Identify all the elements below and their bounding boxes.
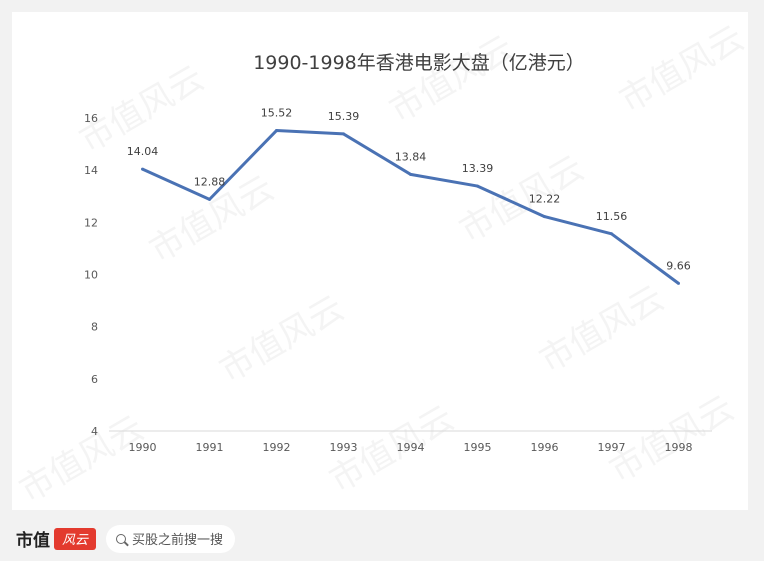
data-point — [409, 172, 412, 176]
x-tick-label: 1991 — [196, 441, 224, 454]
x-tick-label: 1996 — [531, 441, 559, 454]
y-tick-label: 10 — [84, 269, 98, 282]
data-label: 13.84 — [395, 150, 427, 163]
y-tick-label: 12 — [84, 216, 98, 229]
data-labels: 14.04 12.88 15.52 15.39 13.84 13.39 12.22 11.56… — [127, 107, 691, 273]
chart-card: 市值风云 市值风云 市值风云 市值风云 市值风云 市值风云 市值风云 市值风云 … — [12, 12, 751, 511]
y-tick-label: 8 — [91, 321, 98, 334]
search-icon — [116, 533, 126, 544]
data-points — [141, 129, 680, 285]
data-point — [275, 129, 278, 133]
data-point — [342, 132, 345, 136]
data-point — [476, 184, 479, 188]
x-tick-label: 1990 — [129, 441, 157, 454]
data-label: 12.22 — [529, 193, 561, 206]
data-point — [208, 197, 211, 201]
data-point — [141, 167, 144, 171]
y-tick-label: 16 — [84, 112, 98, 125]
brand-logo: 风云 — [54, 527, 96, 550]
search-box[interactable]: 买股之前搜一搜 — [106, 524, 236, 553]
data-label: 14.04 — [127, 145, 159, 158]
brand-name: 市值 — [16, 531, 50, 551]
y-axis: 4 6 8 10 12 14 16 — [84, 112, 98, 438]
x-tick-label: 1992 — [263, 441, 291, 454]
y-tick-label: 14 — [84, 164, 98, 177]
data-label: 15.52 — [261, 107, 293, 120]
x-tick-label: 1998 — [665, 441, 693, 454]
x-tick-label: 1997 — [598, 441, 626, 454]
x-tick-label: 1994 — [397, 441, 425, 454]
data-point — [677, 281, 680, 285]
footer-bar: 市值 风云 买股之前搜一搜 — [0, 516, 764, 561]
y-tick-label: 6 — [91, 373, 98, 386]
data-label: 15.39 — [328, 110, 360, 123]
data-label: 12.88 — [194, 175, 226, 188]
search-placeholder: 买股之前搜一搜 — [132, 533, 224, 548]
data-point — [543, 215, 546, 219]
x-axis: 1990 1991 1992 1993 1994 1995 1996 1997 1998 — [129, 441, 693, 454]
x-tick-label: 1995 — [464, 441, 492, 454]
data-label: 9.66 — [666, 259, 691, 272]
data-point — [610, 232, 613, 236]
x-tick-label: 1993 — [330, 441, 358, 454]
y-tick-label: 4 — [91, 425, 98, 438]
data-label: 11.56 — [596, 210, 628, 223]
chart-title: 1990-1998年香港电影大盘（亿港元） — [253, 52, 585, 74]
data-label: 13.39 — [462, 162, 494, 175]
